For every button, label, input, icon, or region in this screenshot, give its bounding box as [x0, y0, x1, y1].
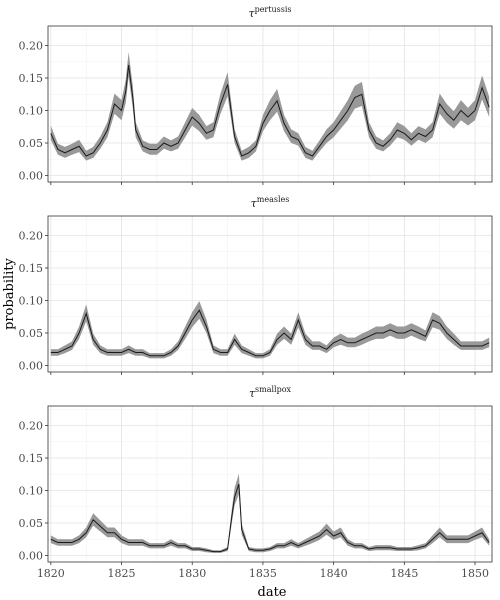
x-tick-label: 1820	[37, 567, 65, 580]
confidence-band	[50, 473, 490, 553]
series-line	[50, 64, 490, 157]
x-axis-title: date	[258, 585, 287, 600]
panel-title: τsmallpox	[249, 385, 292, 400]
x-tick-label: 1840	[320, 567, 348, 580]
panel-smallpox: τsmallpox 0.00 0.05 0.10 0.15 0.20 1820 1825 183…	[19, 385, 493, 580]
y-tick-label: 0.10	[19, 295, 44, 308]
panel-title-symbol: τ	[249, 387, 256, 400]
panel-title: τmeasles	[251, 195, 290, 210]
series-line	[50, 309, 490, 357]
panel-border	[47, 25, 493, 183]
panel-title: τpertussis	[248, 5, 291, 20]
y-tick-label: 0.05	[19, 517, 44, 530]
panels: τpertussis0.000.050.100.150.20τmeasles0.…	[19, 5, 493, 580]
panel-measles: τmeasles 0.00 0.05 0.10 0.15 0.20	[19, 195, 493, 375]
panel-border	[47, 215, 493, 373]
y-tick-label: 0.20	[19, 420, 44, 433]
y-tick-label: 0.00	[19, 550, 44, 563]
confidence-band	[50, 301, 490, 359]
x-tick-label: 1825	[108, 567, 136, 580]
panel-title-superscript: measles	[257, 195, 290, 204]
x-tick-label: 1835	[249, 567, 277, 580]
y-tick-label: 0.15	[19, 262, 44, 275]
y-tick-label: 0.05	[19, 327, 44, 340]
confidence-band	[50, 52, 490, 161]
y-tick-label: 0.00	[19, 170, 44, 183]
panel-border	[47, 405, 493, 563]
y-axis-title: probability	[2, 257, 17, 329]
panel-pertussis: τpertussis 0.00 0.05 0.10 0.15 0.20	[19, 5, 493, 185]
x-tick-label: 1830	[178, 567, 206, 580]
x-tick-label: 1850	[461, 567, 489, 580]
panel-title-superscript: smallpox	[255, 385, 292, 394]
panel-title-symbol: τ	[251, 197, 258, 210]
panel-title-symbol: τ	[248, 7, 255, 20]
y-tick-label: 0.05	[19, 137, 44, 150]
y-tick-label: 0.15	[19, 452, 44, 465]
panel-title-superscript: pertussis	[255, 5, 292, 14]
y-tick-label: 0.20	[19, 40, 44, 53]
y-tick-label: 0.10	[19, 485, 44, 498]
series-line	[50, 483, 490, 553]
x-tick-label: 1845	[390, 567, 418, 580]
y-tick-label: 0.15	[19, 72, 44, 85]
y-tick-label: 0.20	[19, 230, 44, 243]
y-tick-label: 0.10	[19, 105, 44, 118]
y-tick-label: 0.00	[19, 360, 44, 373]
